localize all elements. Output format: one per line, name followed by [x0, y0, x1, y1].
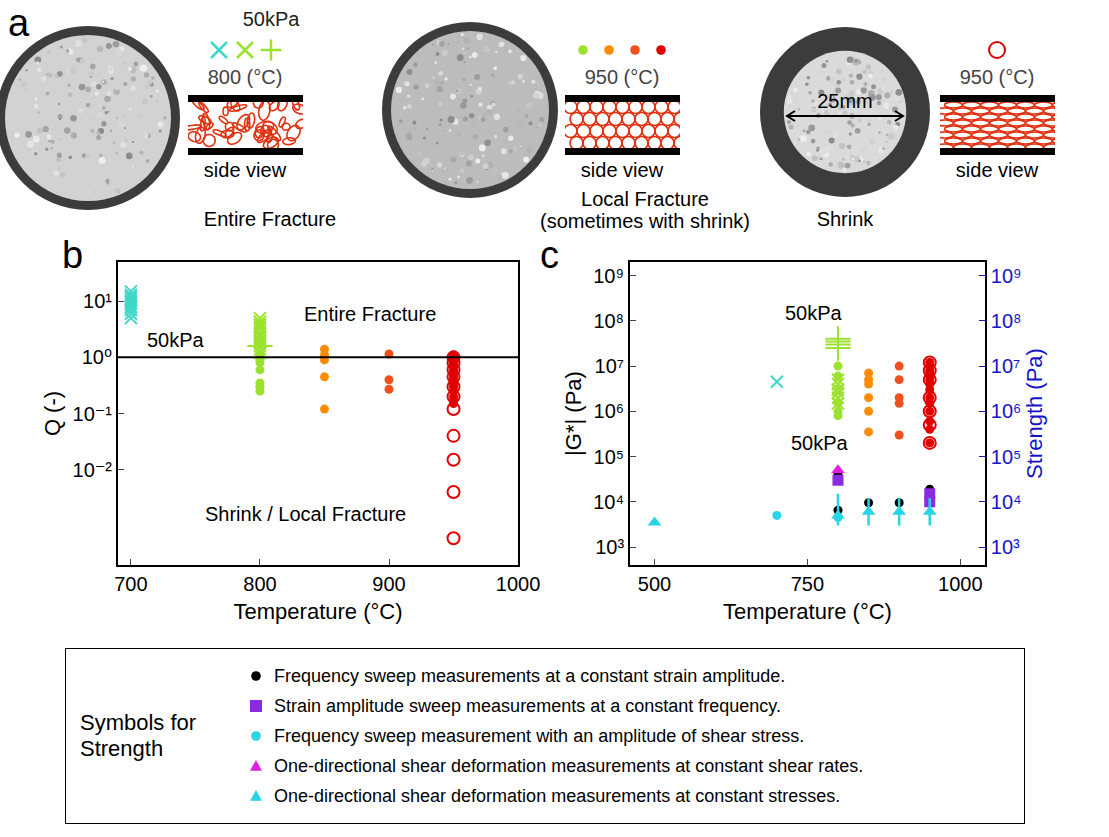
svg-text:10⁸: 10⁸ — [991, 310, 1022, 332]
svg-text:10⁷: 10⁷ — [991, 355, 1020, 377]
html-text:c: c — [540, 234, 559, 276]
svg-text:10⁷: 10⁷ — [595, 355, 624, 377]
svg-text:side view: side view — [204, 159, 287, 181]
svg-text:Strength (Pa): Strength (Pa) — [1022, 348, 1047, 479]
svg-text:50kPa: 50kPa — [785, 302, 843, 324]
svg-text:1000: 1000 — [496, 573, 541, 595]
html-text:Frequency sweep measurements a: Frequency sweep measurements at a consta… — [274, 665, 786, 686]
svg-text:950 (°C): 950 (°C) — [960, 66, 1035, 88]
svg-text:Shrink: Shrink — [817, 208, 875, 230]
svg-text:side view: side view — [581, 159, 664, 181]
svg-text:Q (-): Q (-) — [40, 391, 65, 436]
svg-text:Local Fracture: Local Fracture — [581, 188, 709, 210]
svg-text:|G*| (Pa): |G*| (Pa) — [561, 371, 586, 456]
svg-text:50kPa: 50kPa — [243, 8, 301, 30]
svg-text:10⁰: 10⁰ — [82, 346, 112, 368]
svg-text:800 (°C): 800 (°C) — [208, 66, 283, 88]
svg-text:900: 900 — [372, 573, 405, 595]
svg-text:10³: 10³ — [991, 536, 1020, 558]
svg-text:(sometimes with shrink): (sometimes with shrink) — [540, 210, 750, 232]
svg-text:10¹: 10¹ — [83, 290, 112, 312]
svg-text:10⁻¹: 10⁻¹ — [73, 403, 113, 425]
svg-text:10⁴: 10⁴ — [991, 491, 1022, 513]
svg-text:Temperature (°C): Temperature (°C) — [234, 599, 403, 624]
svg-text:750: 750 — [791, 573, 824, 595]
svg-text:10⁶: 10⁶ — [594, 400, 624, 422]
html-text:Symbols for Strength: Symbols for Strength — [80, 710, 197, 761]
svg-text:700: 700 — [114, 573, 147, 595]
html-text:One-directional shear deformat: One-directional shear deformation measur… — [274, 755, 864, 776]
svg-text:10⁵: 10⁵ — [991, 446, 1022, 468]
svg-text:10⁸: 10⁸ — [593, 310, 624, 332]
svg-text:side view: side view — [956, 159, 1039, 181]
svg-text:Shrink / Local Fracture: Shrink / Local Fracture — [205, 503, 406, 525]
svg-text:50kPa: 50kPa — [791, 432, 849, 454]
svg-text:25mm: 25mm — [817, 90, 873, 112]
svg-text:Entire Fracture: Entire Fracture — [204, 208, 336, 230]
svg-text:10⁹: 10⁹ — [991, 265, 1022, 287]
svg-text:10⁹: 10⁹ — [593, 265, 624, 287]
svg-text:50kPa: 50kPa — [147, 329, 205, 351]
svg-text:Entire Fracture: Entire Fracture — [304, 303, 436, 325]
svg-text:10⁵: 10⁵ — [594, 446, 625, 468]
html-text:Frequency sweep measurement wi: Frequency sweep measurement with an ampl… — [274, 725, 805, 746]
svg-text:10⁴: 10⁴ — [593, 491, 624, 513]
html-text:Strain amplitude sweep measure: Strain amplitude sweep measurements at a… — [274, 695, 781, 716]
svg-text:1000: 1000 — [938, 573, 983, 595]
html-text:b: b — [62, 234, 84, 276]
svg-text:a: a — [8, 2, 30, 44]
svg-text:10⁶: 10⁶ — [991, 400, 1021, 422]
svg-text:10³: 10³ — [595, 536, 624, 558]
svg-text:800: 800 — [243, 573, 276, 595]
svg-text:10⁻²: 10⁻² — [73, 459, 113, 481]
svg-text:950 (°C): 950 (°C) — [585, 66, 660, 88]
html-text:One-directional shear deformat: One-directional shear deformation measur… — [274, 785, 841, 806]
svg-text:Temperature (°C): Temperature (°C) — [723, 599, 892, 624]
svg-text:500: 500 — [638, 573, 671, 595]
